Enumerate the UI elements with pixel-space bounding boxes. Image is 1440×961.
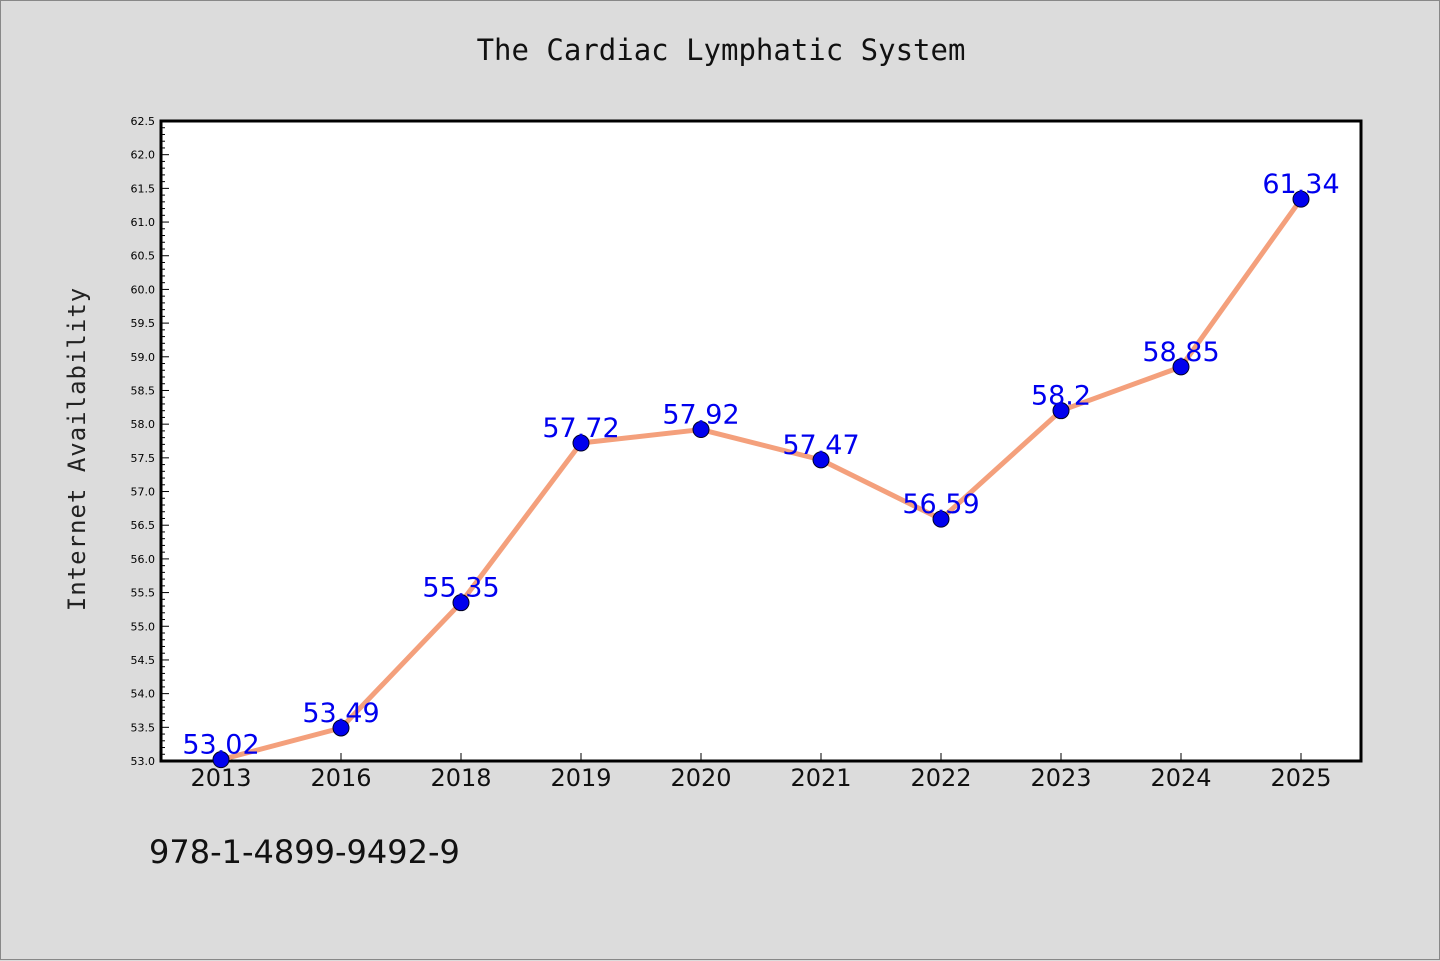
x-tick-label: 2019: [550, 764, 611, 792]
data-label: 57.72: [542, 413, 619, 444]
x-tick-label: 2013: [190, 764, 251, 792]
data-label: 53.49: [302, 698, 379, 729]
data-label: 57.92: [662, 400, 739, 431]
y-tick-label: 62.5: [131, 115, 156, 128]
isbn-code: 978-1-4899-9492-9: [149, 833, 460, 871]
series-group: 53.02 53.49 55.35 57.72 57.92 57.47 56.59 58.2 5…: [182, 169, 1340, 769]
y-tick-label: 61.0: [131, 216, 156, 229]
y-tick-label: 60.5: [131, 250, 156, 263]
y-tick-label: 53.0: [131, 755, 156, 768]
data-point: [332, 719, 350, 737]
x-tick-label: 2020: [670, 764, 731, 792]
y-tick-label: 55.5: [131, 587, 156, 600]
y-tick-label: 60.0: [131, 283, 156, 296]
data-label: 61.34: [1262, 169, 1339, 200]
data-point: [452, 594, 470, 612]
data-point: [1292, 190, 1310, 208]
y-tick-label: 62.0: [131, 149, 156, 162]
y-tick-label: 61.5: [131, 182, 156, 195]
data-label: 53.02: [182, 730, 259, 761]
y-axis: 53.0 53.5 54.0 54.5 55.0 55.5 56.0 56.5 57.0 57.5…: [131, 115, 169, 768]
y-tick-label: 54.0: [131, 688, 156, 701]
y-tick-label: 59.5: [131, 317, 156, 330]
y-tick-label: 57.5: [131, 452, 156, 465]
data-point: [1172, 358, 1190, 376]
data-point: [572, 434, 590, 452]
data-label: 58.85: [1142, 337, 1219, 368]
x-tick-label: 2023: [1030, 764, 1091, 792]
y-tick-label: 56.5: [131, 519, 156, 532]
data-label: 56.59: [902, 489, 979, 520]
x-axis: 2013 2016 2018 2019 2020 2021 2022 2023 2024 2025: [190, 753, 1332, 792]
data-point: [212, 751, 230, 769]
y-tick-label: 56.0: [131, 553, 156, 566]
y-tick-label: 59.0: [131, 351, 156, 364]
y-tick-label: 58.5: [131, 384, 156, 397]
x-tick-label: 2024: [1150, 764, 1211, 792]
y-tick-label: 57.0: [131, 486, 156, 499]
y-tick-label: 55.0: [131, 620, 156, 633]
x-tick-label: 2025: [1270, 764, 1331, 792]
chart-title: The Cardiac Lymphatic System: [476, 33, 966, 67]
data-point: [692, 421, 710, 439]
y-tick-label: 54.5: [131, 654, 156, 667]
data-label: 58.2: [1031, 381, 1091, 412]
data-point: [812, 451, 830, 469]
series-line: [218, 196, 1304, 763]
x-tick-label: 2022: [910, 764, 971, 792]
data-point: [932, 510, 950, 528]
data-point: [1052, 402, 1070, 420]
x-tick-label: 2021: [790, 764, 851, 792]
x-tick-label: 2016: [310, 764, 371, 792]
data-label: 55.35: [422, 573, 499, 604]
y-tick-label: 58.0: [131, 418, 156, 431]
y-tick-label: 53.5: [131, 721, 156, 734]
x-tick-label: 2018: [430, 764, 491, 792]
y-axis-label: Internet Availability: [63, 287, 91, 611]
plot-area: [159, 119, 1363, 763]
data-label: 57.47: [782, 430, 859, 461]
